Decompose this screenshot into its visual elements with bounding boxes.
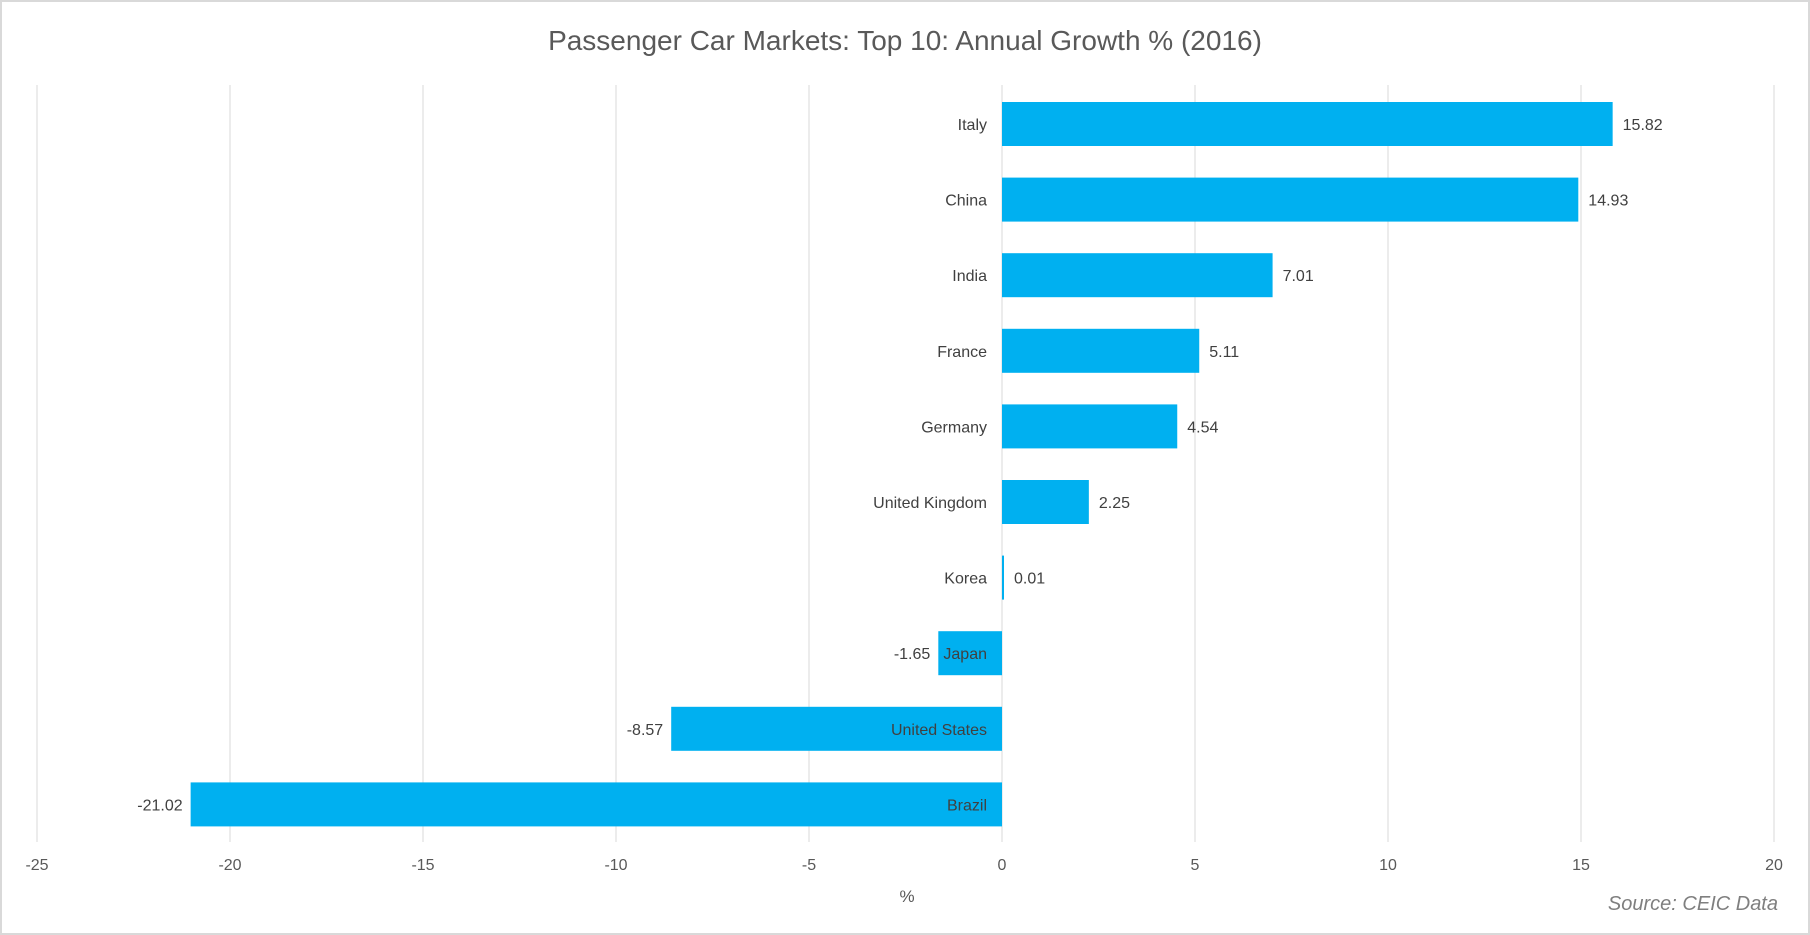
category-label: Korea (944, 571, 987, 588)
bars (190, 102, 1613, 827)
category-label: China (945, 193, 987, 210)
x-tick-label: 0 (998, 857, 1007, 874)
data-label: -1.65 (894, 646, 931, 663)
data-label: 5.11 (1209, 344, 1239, 361)
data-label: 0.01 (1014, 571, 1045, 588)
category-label: Brazil (947, 797, 987, 814)
data-label: 7.01 (1283, 268, 1314, 285)
data-label: 14.93 (1588, 193, 1628, 210)
chart-title: Passenger Car Markets: Top 10: Annual Gr… (548, 25, 1262, 56)
x-tick-label: -10 (604, 857, 627, 874)
category-label: Germany (921, 419, 987, 436)
labels: -25 -20 -15 -10 -5 0 5 10 15 20 Italy 15.82 China 14.… (25, 117, 1783, 874)
x-tick-label: -20 (218, 857, 241, 874)
bar-india (1002, 253, 1273, 298)
bar-united-states (671, 706, 1002, 751)
category-label: India (952, 268, 987, 285)
data-label: 4.54 (1187, 419, 1218, 436)
category-label: France (937, 344, 987, 361)
x-tick-label: 15 (1572, 857, 1590, 874)
x-tick-label: 20 (1765, 857, 1783, 874)
x-tick-label: 10 (1379, 857, 1397, 874)
category-label: Italy (958, 117, 987, 134)
bar-china (1002, 177, 1579, 222)
bar-korea (1002, 555, 1004, 600)
x-tick-label: -25 (25, 857, 48, 874)
category-label: United Kingdom (873, 495, 987, 512)
data-label: -21.02 (137, 797, 182, 814)
category-label: United States (891, 722, 987, 739)
bar-italy (1002, 102, 1613, 146)
bar-united-kingdom (1002, 480, 1089, 524)
bar-japan (938, 631, 1002, 676)
bar-brazil (190, 782, 1003, 827)
data-label: -8.57 (627, 722, 664, 739)
x-tick-label: -5 (802, 857, 816, 874)
data-label: 15.82 (1623, 117, 1663, 134)
bar-france (1002, 328, 1200, 373)
bar-germany (1002, 404, 1178, 449)
x-axis-title: % (899, 887, 914, 906)
x-tick-label: -15 (411, 857, 434, 874)
data-label: 2.25 (1099, 495, 1130, 512)
x-tick-label: 5 (1191, 857, 1200, 874)
source-note: Source: CEIC Data (1608, 893, 1778, 915)
category-label: Japan (943, 646, 987, 663)
